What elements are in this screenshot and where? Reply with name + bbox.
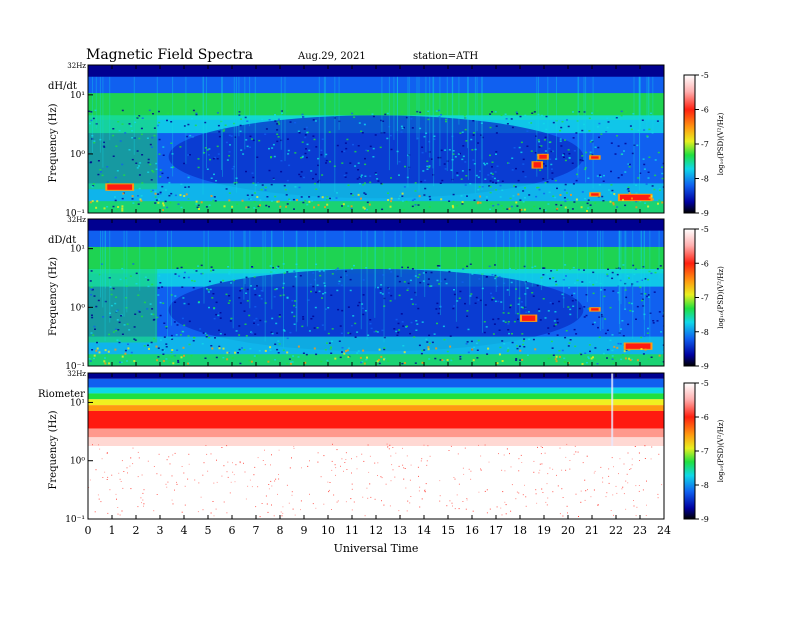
y-tick-label: 10⁰ (70, 457, 85, 467)
x-tick-label: 0 (85, 524, 92, 537)
x-tick-label: 6 (229, 524, 236, 537)
x-tick-label: 10 (321, 524, 335, 537)
x-tick-label: 9 (301, 524, 308, 537)
x-axis: 0 1 2 3 4 5 6 7 8 9 10 11 12 13 14 15 16 17 18 19 20 21 22 23 24… (85, 524, 672, 555)
colorbar-label: log₁₀(PSD)(V²/Hz) (717, 112, 725, 175)
spectrogram-2 (88, 219, 664, 366)
y-tick-label: 10¹ (70, 245, 85, 255)
x-tick-label: 13 (393, 524, 407, 537)
y-tick-label: 10⁻¹ (65, 515, 85, 525)
colorbar-tick-label: -7 (701, 140, 709, 149)
colorbar (683, 228, 696, 367)
colorbar-tick-label: -8 (701, 328, 709, 337)
x-tick-label: 8 (277, 524, 284, 537)
panel-label: dH/dt (48, 81, 77, 92)
colorbar-tick-label: -6 (701, 106, 709, 115)
panel-3: 32Hz 10¹ 10⁰ 10⁻¹ Riometer Frequency (Hz) -5 -6… (38, 370, 725, 525)
x-tick-label: 22 (609, 524, 623, 537)
x-tick-label: 2 (133, 524, 140, 537)
x-tick-label: 4 (181, 524, 188, 537)
x-tick-label: 20 (561, 524, 575, 537)
x-tick-label: 18 (513, 524, 527, 537)
panel-label: Riometer (38, 389, 85, 400)
x-tick-label: 7 (253, 524, 260, 537)
x-tick-label: 11 (345, 524, 359, 537)
colorbar-tick-label: -5 (701, 71, 709, 80)
x-tick-label: 5 (205, 524, 212, 537)
x-tick-label: 23 (633, 524, 647, 537)
x-tick-label: 15 (441, 524, 455, 537)
colorbar-label: log₁₀(PSD)(V²/Hz) (717, 266, 725, 329)
colorbar-tick-label: -6 (701, 259, 709, 268)
date-label: Aug.29, 2021 (297, 51, 366, 62)
colorbar-tick-label: -8 (701, 175, 709, 184)
y-tick-label: 10⁰ (70, 150, 85, 160)
y-tick-label: 10⁻¹ (65, 362, 85, 372)
x-tick-label: 1 (109, 524, 116, 537)
colorbar-tick-label: -6 (701, 413, 709, 422)
y-axis-label: Frequency (Hz) (48, 410, 59, 489)
x-tick-label: 24 (657, 524, 671, 537)
panels: 32Hz 10¹ 10⁰ 10⁻¹ dH/dt Frequency (Hz) -5 -6 -7 -… (38, 62, 725, 525)
spectrogram-1 (88, 65, 664, 213)
panel-2: 32Hz 10¹ 10⁰ 10⁻¹ dD/dt Frequency (Hz) -5 -6 -7 -… (48, 216, 725, 372)
y-axis-label: Frequency (Hz) (48, 103, 59, 182)
y-tick-label: 10¹ (70, 398, 85, 408)
panel-label: dD/dt (48, 235, 76, 246)
colorbar-label: log₁₀(PSD)(V²/Hz) (717, 419, 725, 482)
y-top-label: 32Hz (67, 216, 86, 224)
y-tick-label: 10⁰ (70, 303, 85, 313)
x-tick-label: 14 (417, 524, 431, 537)
colorbar (683, 74, 696, 214)
figure-title: Magnetic Field Spectra (86, 47, 253, 63)
colorbar-tick-label: -7 (701, 294, 709, 303)
y-axis-label: Frequency (Hz) (48, 257, 59, 336)
y-tick-label: 10¹ (70, 91, 85, 101)
colorbar (683, 382, 696, 520)
station-label: station=ATH (413, 51, 479, 62)
colorbar-tick-label: -9 (701, 515, 709, 524)
panel-1: 32Hz 10¹ 10⁰ 10⁻¹ dH/dt Frequency (Hz) -5 -6 -7 -… (48, 62, 725, 219)
colorbar-tick-label: -9 (701, 362, 709, 371)
x-tick-label: 12 (369, 524, 383, 537)
x-tick-label: 17 (489, 524, 503, 537)
colorbar-tick-label: -5 (701, 379, 709, 388)
x-tick-label: 16 (465, 524, 479, 537)
y-top-label: 32Hz (67, 62, 86, 70)
y-tick-label: 10⁻¹ (65, 209, 85, 219)
colorbar-tick-label: -9 (701, 209, 709, 218)
x-axis-label: Universal Time (334, 542, 419, 555)
x-tick-label: 19 (537, 524, 551, 537)
colorbar-tick-label: -5 (701, 225, 709, 234)
colorbar-tick-label: -8 (701, 481, 709, 490)
colorbar-tick-label: -7 (701, 447, 709, 456)
spectrogram-3 (88, 373, 664, 519)
x-tick-label: 21 (585, 524, 599, 537)
x-tick-label: 3 (157, 524, 164, 537)
y-top-label: 32Hz (67, 370, 86, 378)
